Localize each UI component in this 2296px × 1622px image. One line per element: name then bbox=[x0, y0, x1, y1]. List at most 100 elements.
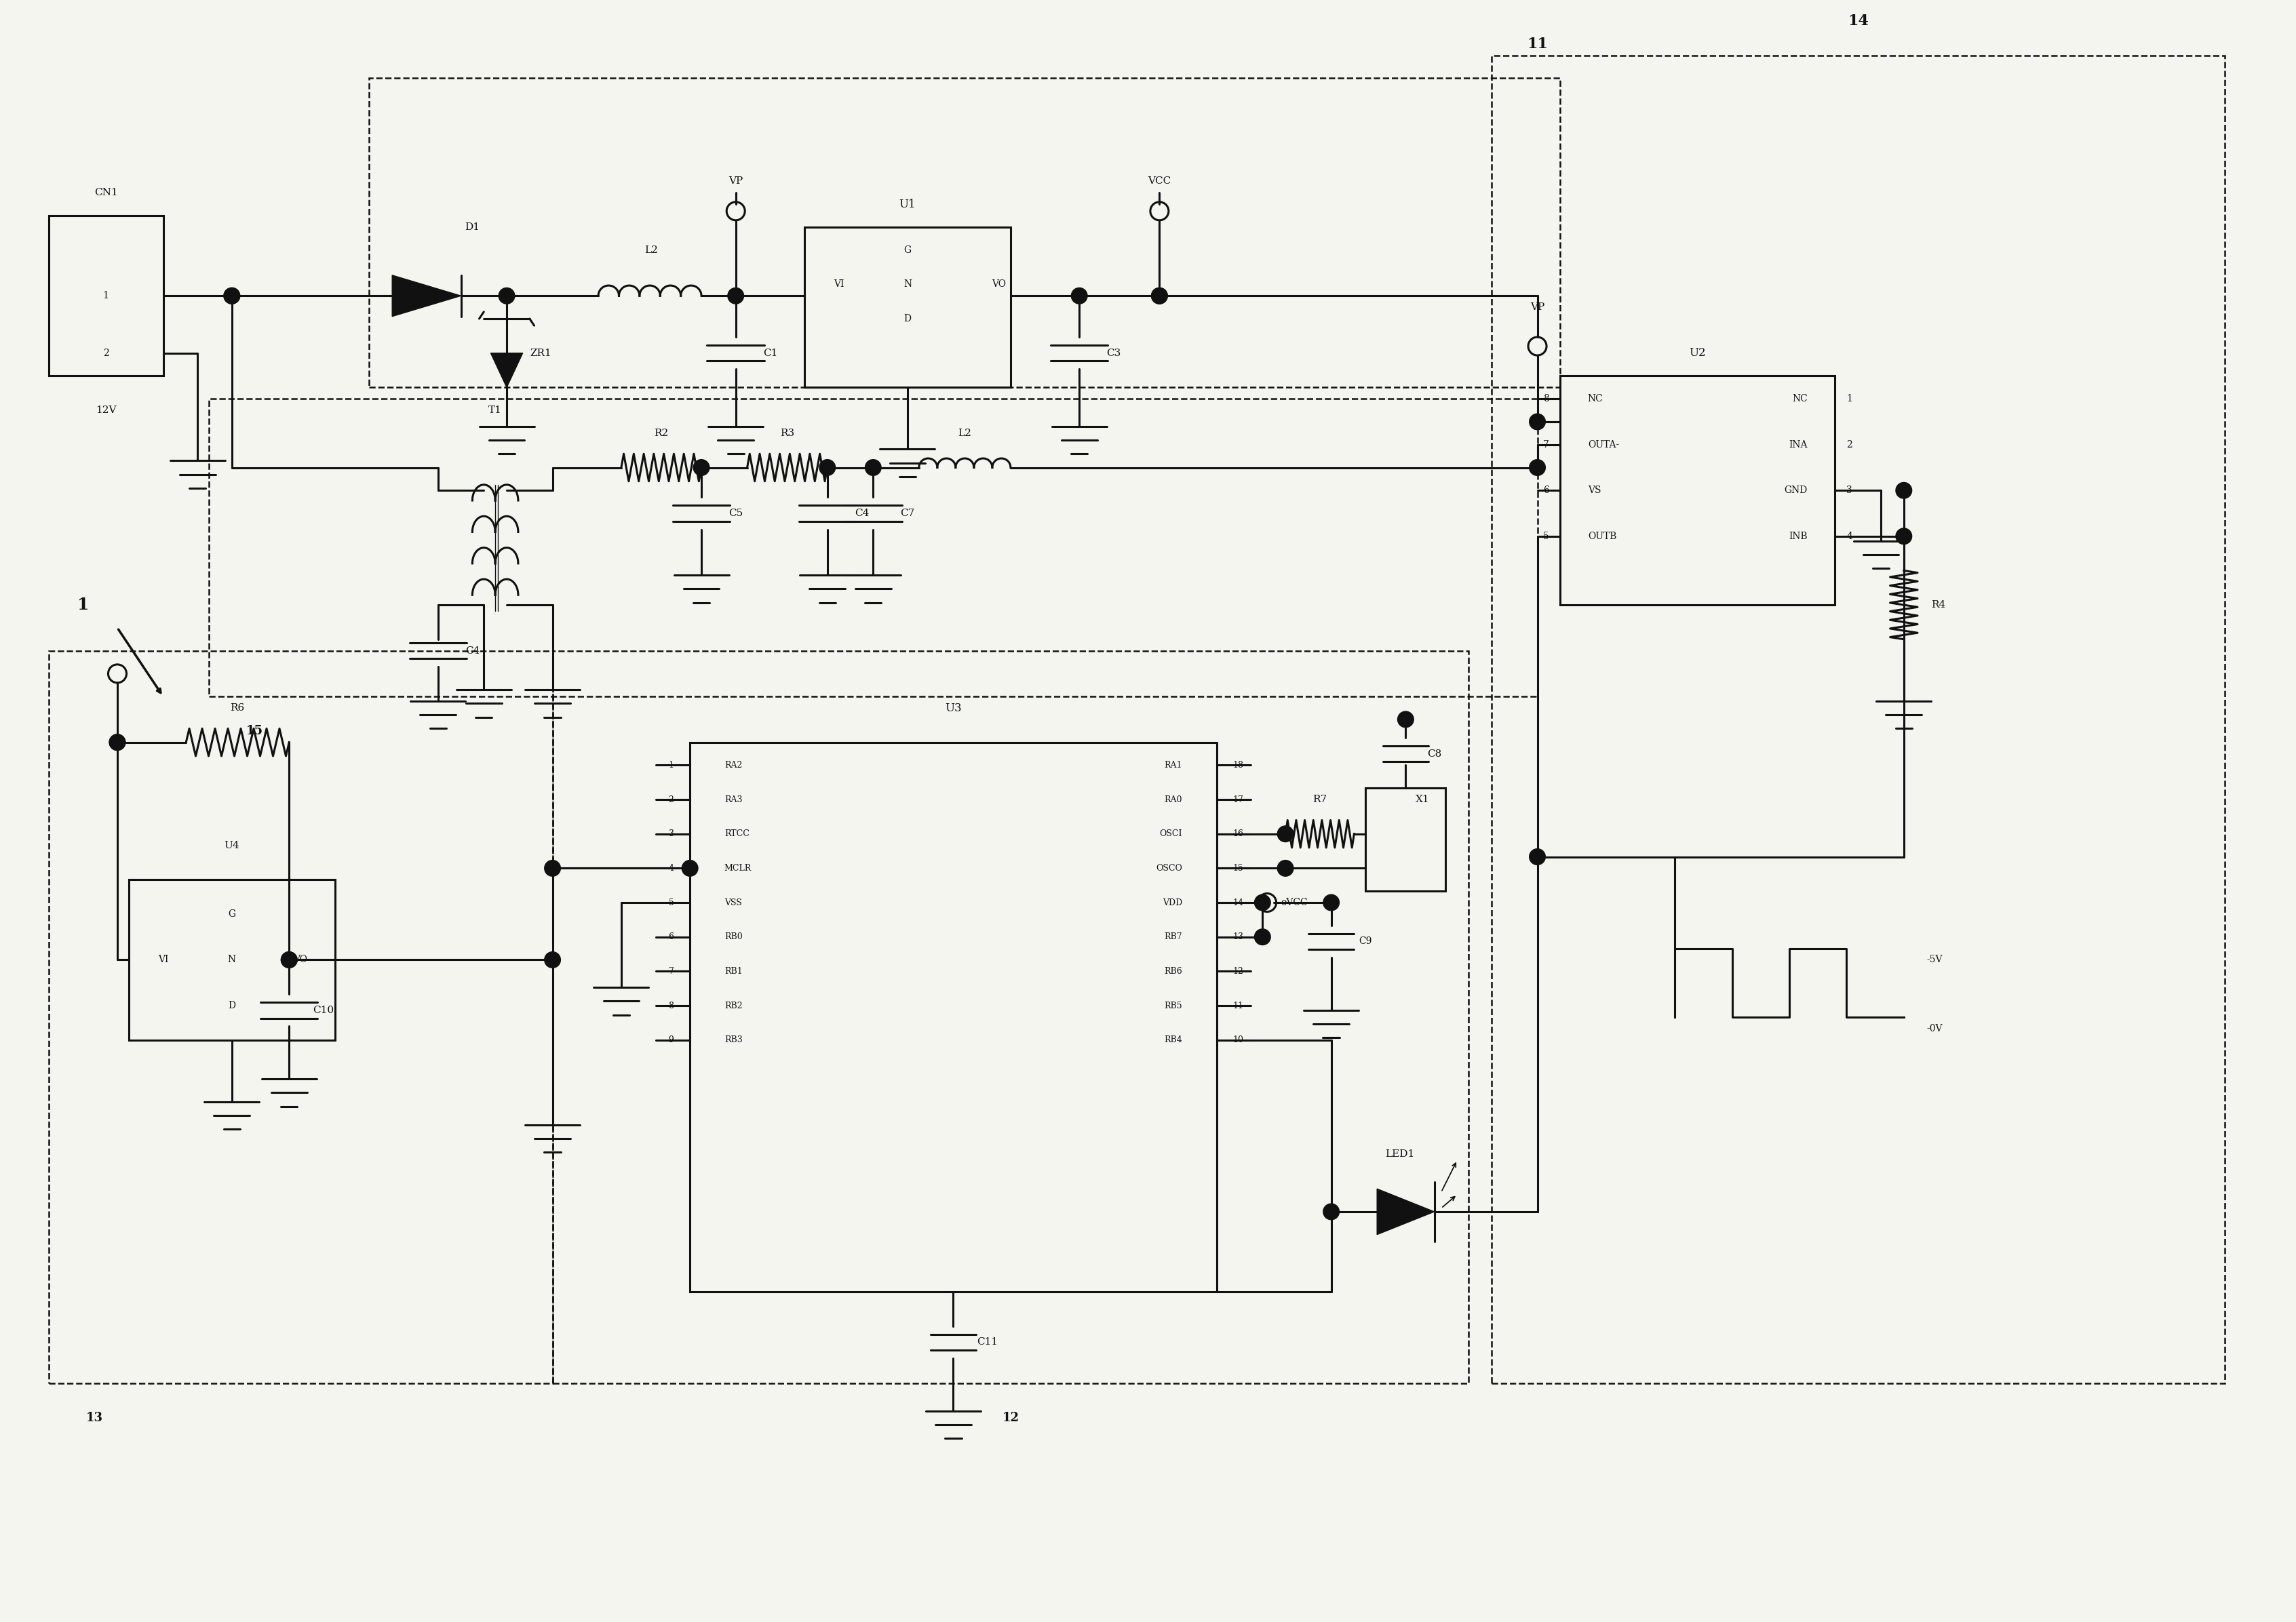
Circle shape bbox=[110, 735, 126, 751]
Text: LED1: LED1 bbox=[1384, 1150, 1414, 1160]
Circle shape bbox=[223, 287, 239, 303]
Bar bbox=[804, 227, 1010, 388]
Text: 13: 13 bbox=[1233, 933, 1244, 941]
Text: C4: C4 bbox=[854, 509, 868, 517]
Text: 3: 3 bbox=[668, 829, 675, 839]
Text: 12: 12 bbox=[1001, 1411, 1019, 1424]
Circle shape bbox=[1254, 929, 1270, 946]
Text: RA3: RA3 bbox=[723, 795, 742, 805]
Circle shape bbox=[280, 952, 296, 968]
Circle shape bbox=[728, 287, 744, 303]
Text: N: N bbox=[902, 279, 912, 289]
Text: 17: 17 bbox=[1233, 795, 1244, 805]
Text: 4: 4 bbox=[668, 865, 675, 873]
Text: VP: VP bbox=[1529, 303, 1545, 311]
Text: VS: VS bbox=[1589, 485, 1600, 495]
Circle shape bbox=[110, 735, 126, 751]
Bar bbox=[1492, 55, 2225, 1384]
Bar bbox=[129, 879, 335, 1040]
Text: 16: 16 bbox=[1233, 829, 1244, 839]
Circle shape bbox=[1322, 1204, 1339, 1220]
Text: 1: 1 bbox=[103, 290, 108, 300]
Text: 1: 1 bbox=[668, 761, 675, 769]
Circle shape bbox=[1254, 895, 1270, 910]
Text: 12: 12 bbox=[1233, 967, 1244, 976]
Text: 7: 7 bbox=[1543, 440, 1550, 449]
Text: U2: U2 bbox=[1690, 347, 1706, 358]
Text: U3: U3 bbox=[946, 702, 962, 714]
Circle shape bbox=[693, 459, 709, 475]
Text: C11: C11 bbox=[978, 1338, 999, 1346]
Circle shape bbox=[1150, 287, 1166, 303]
Text: NC: NC bbox=[1589, 394, 1603, 404]
Text: 5: 5 bbox=[1543, 532, 1550, 542]
Text: CN1: CN1 bbox=[94, 188, 117, 198]
Text: 9: 9 bbox=[668, 1035, 675, 1045]
Text: C3: C3 bbox=[1107, 349, 1120, 358]
Text: 15: 15 bbox=[1233, 865, 1244, 873]
Text: 7: 7 bbox=[668, 967, 675, 976]
Circle shape bbox=[1529, 459, 1545, 475]
Text: 8: 8 bbox=[1543, 394, 1550, 404]
Text: VCC: VCC bbox=[1148, 177, 1171, 187]
Circle shape bbox=[223, 287, 239, 303]
Text: C9: C9 bbox=[1359, 938, 1373, 946]
Text: U4: U4 bbox=[225, 840, 239, 850]
Text: -5V: -5V bbox=[1926, 955, 1942, 965]
Text: N: N bbox=[227, 955, 236, 965]
Circle shape bbox=[280, 952, 296, 968]
Bar bbox=[48, 216, 163, 376]
Bar bbox=[1366, 788, 1446, 890]
Text: 14: 14 bbox=[1233, 899, 1244, 907]
Text: RB0: RB0 bbox=[723, 933, 742, 941]
Text: 11: 11 bbox=[1527, 36, 1548, 52]
Text: 13: 13 bbox=[85, 1411, 103, 1424]
Bar bbox=[553, 650, 1469, 1384]
Bar bbox=[370, 78, 1561, 388]
Text: 11: 11 bbox=[1233, 1001, 1244, 1011]
Text: INA: INA bbox=[1789, 440, 1807, 449]
Text: RA1: RA1 bbox=[1164, 761, 1182, 769]
Text: OUTB: OUTB bbox=[1589, 532, 1616, 542]
Text: L2: L2 bbox=[645, 245, 657, 255]
Circle shape bbox=[544, 952, 560, 968]
Circle shape bbox=[820, 459, 836, 475]
Bar bbox=[209, 399, 1538, 696]
Text: RB5: RB5 bbox=[1164, 1001, 1182, 1011]
Text: D: D bbox=[905, 315, 912, 323]
Text: RB2: RB2 bbox=[723, 1001, 742, 1011]
Text: RB4: RB4 bbox=[1164, 1035, 1182, 1045]
Text: G: G bbox=[227, 910, 236, 918]
Text: U1: U1 bbox=[900, 198, 916, 209]
Text: R4: R4 bbox=[1931, 600, 1945, 610]
Text: RB3: RB3 bbox=[723, 1035, 742, 1045]
Circle shape bbox=[1150, 287, 1166, 303]
Text: D1: D1 bbox=[464, 222, 480, 232]
Text: OSCI: OSCI bbox=[1159, 829, 1182, 839]
Text: VO: VO bbox=[992, 279, 1006, 289]
Polygon shape bbox=[1378, 1189, 1435, 1234]
Circle shape bbox=[866, 459, 882, 475]
Text: RA0: RA0 bbox=[1164, 795, 1182, 805]
Text: C7: C7 bbox=[900, 509, 914, 517]
Circle shape bbox=[1322, 895, 1339, 910]
Circle shape bbox=[1529, 414, 1545, 430]
Text: MCLR: MCLR bbox=[723, 865, 751, 873]
Text: R6: R6 bbox=[230, 704, 246, 712]
Text: RA2: RA2 bbox=[723, 761, 742, 769]
Text: 18: 18 bbox=[1233, 761, 1244, 769]
Circle shape bbox=[1896, 529, 1913, 545]
Text: R3: R3 bbox=[781, 428, 794, 438]
Text: 3: 3 bbox=[1846, 485, 1853, 495]
Text: 2: 2 bbox=[1846, 440, 1853, 449]
Text: VI: VI bbox=[833, 279, 845, 289]
Text: 1: 1 bbox=[78, 597, 90, 613]
Text: NC: NC bbox=[1793, 394, 1807, 404]
Text: C8: C8 bbox=[1428, 749, 1442, 759]
Text: ZR1: ZR1 bbox=[530, 349, 551, 358]
Text: C1: C1 bbox=[762, 349, 778, 358]
Bar bbox=[48, 650, 553, 1384]
Text: C4: C4 bbox=[466, 646, 480, 655]
Text: C5: C5 bbox=[728, 509, 744, 517]
Circle shape bbox=[498, 287, 514, 303]
